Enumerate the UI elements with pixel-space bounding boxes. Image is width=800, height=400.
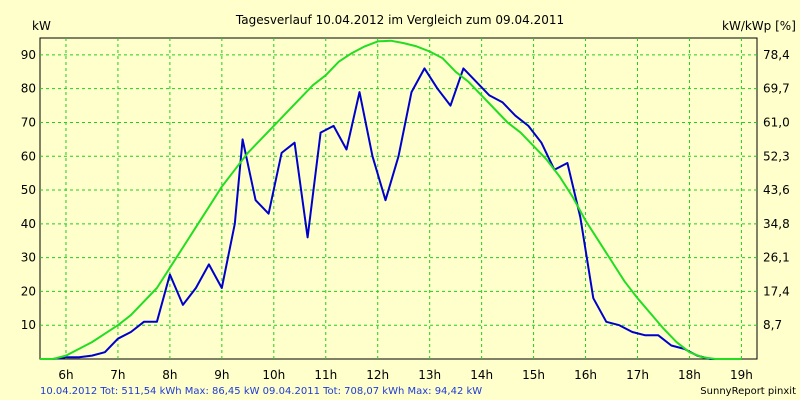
y-tick-left-label: 70 <box>21 115 36 129</box>
y-tick-left-label: 10 <box>21 318 36 332</box>
y-axis-right-label: kW/kWp [%] <box>722 19 796 33</box>
x-tick-label: 15h <box>522 368 545 382</box>
y-tick-right-label: 8,7 <box>763 318 782 332</box>
y-tick-left-label: 40 <box>21 217 36 231</box>
y-tick-right-label: 26,1 <box>763 251 790 265</box>
y-tick-left-label: 60 <box>21 149 36 163</box>
y-tick-right-label: 61,0 <box>763 115 790 129</box>
y-tick-right-label: 52,3 <box>763 149 790 163</box>
plot-frame <box>39 37 758 360</box>
y-axis-left-label: kW <box>32 19 51 33</box>
x-tick-label: 14h <box>470 368 493 382</box>
series-line-0 <box>40 67 724 360</box>
y-tick-left-label: 20 <box>21 284 36 298</box>
plot-area <box>39 37 758 360</box>
x-tick-label: 17h <box>626 368 649 382</box>
x-tick-label: 16h <box>574 368 597 382</box>
y-tick-right-label: 43,6 <box>763 183 790 197</box>
x-tick-label: 11h <box>314 368 337 382</box>
y-tick-right-label: 69,7 <box>763 82 790 96</box>
x-tick-label: 13h <box>418 368 441 382</box>
x-tick-label: 18h <box>678 368 701 382</box>
footer-credit: SunnyReport pinxit <box>700 386 796 397</box>
footer-summary: 10.04.2012 Tot: 511,54 kWh Max: 86,45 kW… <box>40 386 482 397</box>
series-line-1 <box>40 39 742 360</box>
chart-title: Tagesverlauf 10.04.2012 im Vergleich zum… <box>235 13 564 27</box>
x-tick-label: 10h <box>262 368 285 382</box>
x-tick-label: 8h <box>162 368 177 382</box>
series-layer <box>40 39 742 360</box>
tick-labels: 10 20 30 40 50 60 70 80 90 8,7 17,4 26,1 34,8 43,6 52,… <box>21 48 790 382</box>
y-tick-left-label: 90 <box>21 48 36 62</box>
x-tick-label: 7h <box>110 368 125 382</box>
y-tick-right-label: 78,4 <box>763 48 790 62</box>
x-tick-label: 9h <box>214 368 229 382</box>
y-tick-right-label: 34,8 <box>763 217 790 231</box>
x-tick-label: 6h <box>58 368 73 382</box>
x-tick-label: 19h <box>730 368 753 382</box>
y-tick-right-label: 17,4 <box>763 284 790 298</box>
y-tick-left-label: 50 <box>21 183 36 197</box>
y-tick-left-label: 30 <box>21 251 36 265</box>
y-tick-left-label: 80 <box>21 82 36 96</box>
x-tick-label: 12h <box>366 368 389 382</box>
